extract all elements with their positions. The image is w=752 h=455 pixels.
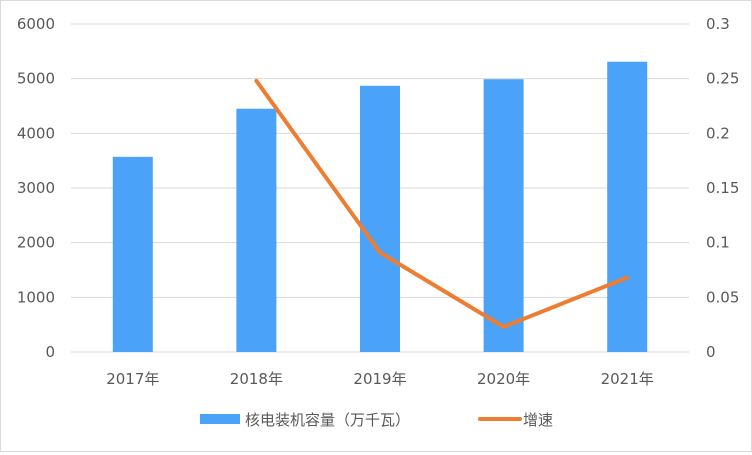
left-tick-label: 1000 (17, 288, 55, 306)
left-tick-label: 0 (45, 343, 55, 361)
right-tick-label: 0.3 (706, 15, 730, 33)
left-tick-label: 2000 (17, 234, 55, 252)
legend-swatch-bar (200, 414, 240, 424)
right-tick-label: 0 (706, 343, 716, 361)
bar (113, 157, 153, 352)
x-tick-label: 2017年 (106, 370, 159, 388)
right-tick-label: 0.2 (706, 124, 730, 142)
right-tick-label: 0.25 (706, 70, 739, 88)
left-tick-label: 5000 (17, 70, 55, 88)
left-tick-label: 3000 (17, 179, 55, 197)
x-tick-label: 2019年 (353, 370, 406, 388)
left-tick-label: 6000 (17, 15, 55, 33)
bar (360, 86, 400, 352)
x-tick-label: 2018年 (230, 370, 283, 388)
growth-line (256, 81, 627, 327)
bar (484, 79, 524, 352)
right-tick-label: 0.05 (706, 288, 739, 306)
x-tick-label: 2020年 (477, 370, 530, 388)
right-tick-label: 0.15 (706, 179, 739, 197)
bar (236, 109, 276, 352)
bar (607, 62, 647, 352)
legend-label-bar: 核电装机容量（万千瓦） (245, 411, 410, 429)
left-tick-label: 4000 (17, 124, 55, 142)
right-tick-label: 0.1 (706, 234, 730, 252)
legend-label-line: 增速 (523, 411, 553, 429)
x-tick-label: 2021年 (601, 370, 654, 388)
